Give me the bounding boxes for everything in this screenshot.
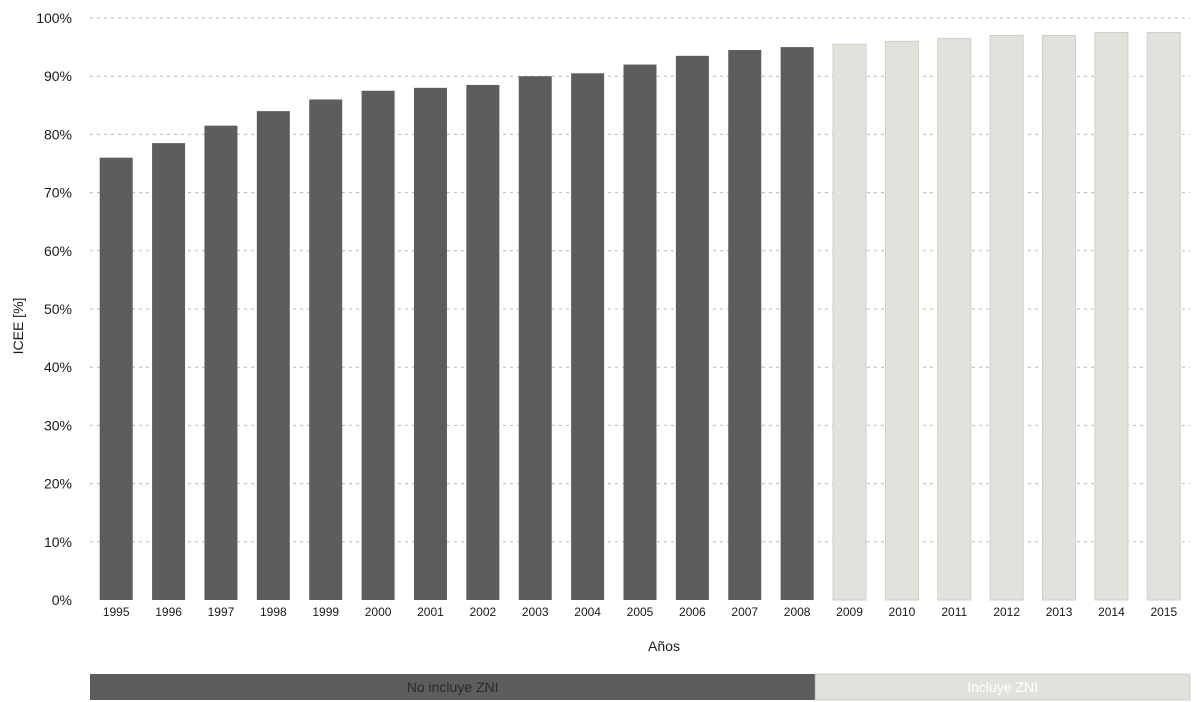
bar-2000: [361, 90, 395, 600]
legend-band-no-zni: [90, 674, 816, 700]
bar-2006: [675, 55, 709, 600]
bar-2013: [1042, 34, 1077, 601]
legend-label: No incluye ZNI: [407, 679, 499, 695]
y-tick-label: 30%: [44, 417, 72, 433]
bar-2015: [1146, 32, 1181, 601]
bar-2010: [884, 40, 919, 601]
y-tick-label: 90%: [44, 68, 72, 84]
x-tick-label: 2005: [627, 605, 654, 619]
x-tick-label: 2007: [731, 605, 758, 619]
y-tick-label: 50%: [44, 301, 72, 317]
bar-2008: [780, 47, 814, 601]
bar-2012: [989, 34, 1024, 601]
x-tick-label: 1996: [155, 605, 182, 619]
bar-2011: [937, 37, 972, 601]
y-tick-label: 10%: [44, 534, 72, 550]
bar-1997: [204, 125, 238, 601]
bar-2004: [571, 73, 605, 601]
bar-2002: [466, 84, 500, 601]
bar-2014: [1094, 32, 1129, 601]
x-tick-label: 1999: [312, 605, 339, 619]
legend-band-zni: [814, 673, 1191, 701]
bar-2001: [413, 87, 447, 601]
bar-1999: [309, 99, 343, 600]
y-tick-label: 20%: [44, 476, 72, 492]
y-tick-label: 70%: [44, 185, 72, 201]
x-tick-label: 2000: [365, 605, 392, 619]
y-tick-label: 80%: [44, 126, 72, 142]
x-tick-label: 2014: [1098, 605, 1125, 619]
x-tick-label: 2008: [784, 605, 811, 619]
x-tick-label: 2010: [889, 605, 916, 619]
x-tick-label: 2015: [1150, 605, 1177, 619]
x-tick-label: 2012: [993, 605, 1020, 619]
bars: [99, 32, 1181, 601]
x-tick-label: 1995: [103, 605, 130, 619]
legend-label: Incluye ZNI: [967, 679, 1038, 695]
group-legend: No incluye ZNI Incluye ZNI: [90, 673, 1191, 701]
x-tick-label: 2011: [941, 605, 967, 619]
y-tick-label: 0%: [52, 592, 72, 608]
x-tick-labels: 1995 1996 1997 1998 1999 2000 2001 2002 2003 2004…: [103, 605, 1178, 619]
x-tick-label: 2004: [574, 605, 601, 619]
bar-1995: [99, 157, 133, 600]
y-tick-label: 40%: [44, 359, 72, 375]
x-tick-label: 2006: [679, 605, 706, 619]
bar-2005: [623, 64, 657, 600]
y-tick-labels: 0% 10% 20% 30% 40% 50% 60% 70% 80% 90% 100%: [36, 10, 72, 608]
x-tick-label: 1997: [208, 605, 235, 619]
x-tick-label: 2002: [470, 605, 497, 619]
x-tick-label: 2001: [417, 605, 444, 619]
x-tick-label: 2009: [836, 605, 863, 619]
bar-2003: [518, 76, 552, 600]
y-axis-label: ICEE [%]: [10, 298, 26, 355]
y-tick-label: 100%: [36, 10, 72, 26]
bar-1998: [256, 111, 290, 601]
x-axis-label: Años: [648, 638, 680, 654]
bar-2009: [832, 43, 867, 601]
bar-2007: [728, 50, 762, 600]
y-tick-label: 60%: [44, 243, 72, 259]
bar-1996: [152, 143, 186, 600]
x-tick-label: 1998: [260, 605, 287, 619]
x-tick-label: 2013: [1046, 605, 1073, 619]
x-tick-label: 2003: [522, 605, 549, 619]
